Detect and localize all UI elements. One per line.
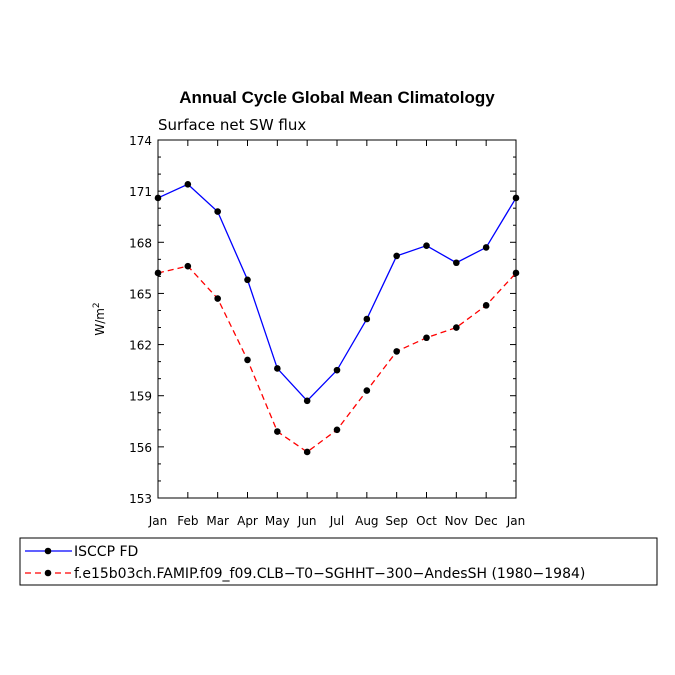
y-tick-label: 174	[129, 134, 152, 148]
data-point	[154, 269, 162, 277]
x-axis: Jan Feb Mar Apr May Jun Jul Aug Sep Oct Nov Dec Jan	[148, 140, 526, 528]
data-point	[453, 324, 460, 331]
data-point	[423, 334, 430, 342]
y-tick-label: 153	[129, 492, 152, 506]
data-point	[154, 194, 162, 202]
data-point	[423, 242, 430, 249]
data-point	[274, 365, 281, 372]
x-tick-label: Mar	[206, 514, 229, 528]
legend-marker	[44, 569, 52, 577]
plot-frame	[157, 139, 517, 499]
data-point	[333, 366, 341, 374]
data-point	[363, 387, 371, 394]
legend-label-1: ISCCP FD	[74, 544, 138, 560]
data-point	[453, 259, 460, 267]
y-axis-label: W/m2	[92, 302, 107, 335]
series-line-2	[157, 265, 517, 453]
y-axis-label-unit: W/m	[93, 308, 107, 336]
y-tick-label: 156	[129, 441, 152, 455]
data-point	[512, 269, 520, 277]
legend-box	[19, 537, 658, 586]
data-point	[184, 181, 192, 188]
x-tick-label: Jan	[506, 514, 526, 528]
x-tick-label: Oct	[416, 514, 437, 528]
data-point	[214, 295, 221, 302]
y-axis: 153 156 159 162 165 168 171 174	[129, 134, 516, 506]
data-point	[393, 252, 400, 260]
x-tick-label: Sep	[385, 514, 408, 528]
data-point	[363, 315, 371, 323]
data-point	[393, 348, 400, 355]
data-point	[214, 208, 221, 215]
y-tick-label: 162	[129, 339, 152, 353]
data-point	[244, 276, 251, 284]
legend-label-2: f.e15b03ch.FAMIP.f09_f09.CLB−T0−SGHHT−30…	[74, 566, 585, 582]
y-tick-label: 171	[129, 185, 152, 199]
data-point	[303, 397, 311, 405]
data-point	[333, 426, 341, 434]
x-tick-label: Feb	[177, 514, 198, 528]
x-tick-label: Jul	[329, 514, 344, 528]
x-tick-label: Aug	[355, 514, 378, 528]
series-layer	[154, 181, 520, 456]
y-tick-label: 168	[129, 236, 152, 250]
legend-marker	[44, 547, 52, 555]
x-tick-label: Dec	[475, 514, 498, 528]
chart-title: Annual Cycle Global Mean Climatology	[179, 88, 495, 107]
y-tick-label: 165	[129, 287, 152, 301]
x-tick-label: Apr	[237, 514, 258, 528]
data-point	[482, 302, 490, 309]
legend: ISCCP FD f.e15b03ch.FAMIP.f09_f09.CLB−T0−…	[25, 544, 585, 582]
data-point	[512, 194, 520, 202]
x-tick-label: Nov	[445, 514, 468, 528]
data-point	[482, 244, 490, 251]
y-tick-label: 159	[129, 390, 152, 404]
chart-subtitle: Surface net SW flux	[158, 116, 306, 134]
y-axis-label-sup: 2	[92, 302, 102, 308]
data-point	[184, 262, 192, 270]
x-tick-label: Jun	[297, 514, 317, 528]
data-point	[244, 356, 251, 364]
x-tick-label: Jan	[148, 514, 168, 528]
x-tick-label: May	[265, 514, 290, 528]
data-point	[274, 428, 281, 435]
data-point	[303, 448, 311, 456]
